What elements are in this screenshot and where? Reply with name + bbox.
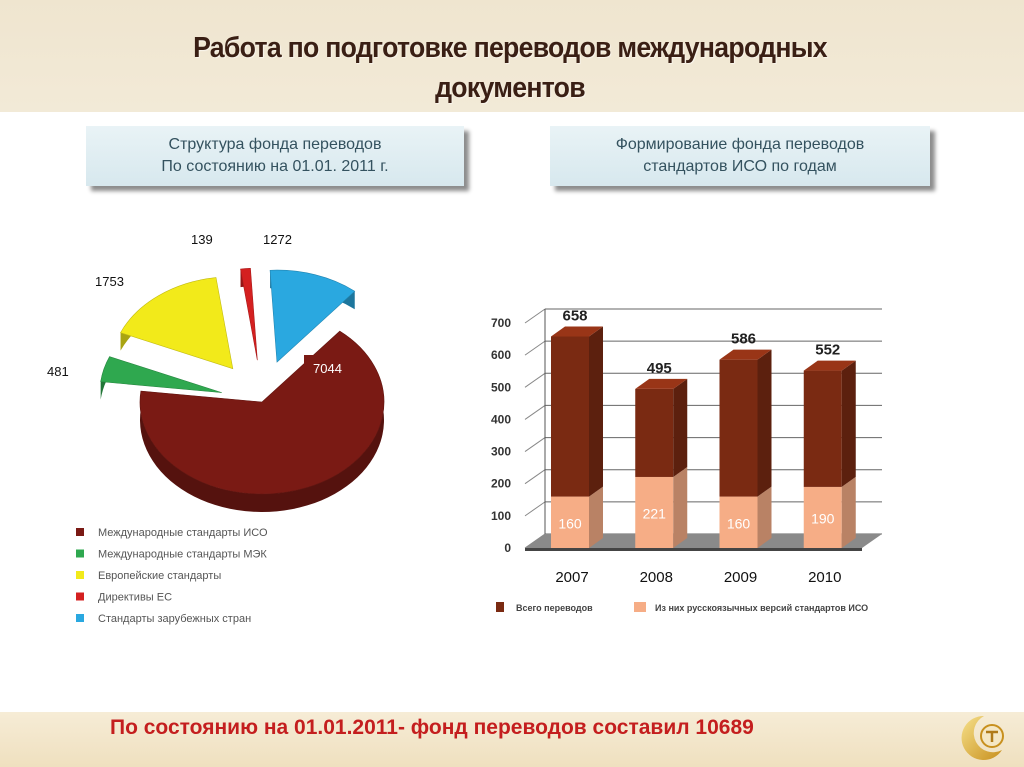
x-tick-label: 2008 [640,569,673,586]
legend-swatch [76,592,84,601]
legend-label: Директивы ЕС [98,592,172,604]
pie-value-label-box [86,268,148,294]
page-title: Работа по подготовке переводов междунаро… [193,32,828,104]
bar-russian-label: 160 [727,515,751,531]
pie-value-label: 481 [47,364,69,379]
y-tick-label: 600 [491,348,511,362]
pie-slice [100,356,222,393]
bar-total-side [673,378,688,477]
bar-total-label: 495 [647,360,672,377]
bar-legend: Всего переводов Из них русскоязычных верс… [496,602,868,613]
y-tick-label: 500 [491,380,511,394]
bar-total-side [841,360,856,487]
bar-total [551,336,589,497]
x-tick-label: 2010 [808,569,841,586]
pie-caption-box: Структура фонда переводов По состоянию н… [86,126,464,186]
legend-label: Международные стандарты МЭК [98,549,267,561]
legend-label: Всего переводов [516,603,593,613]
pie-slice [240,268,258,361]
footer-band [0,712,1024,767]
y-tick-label: 400 [491,412,511,426]
bar-total [635,388,674,477]
bar-russian [803,486,842,548]
legend-label: Стандарты зарубежных стран [98,613,251,625]
bar-russian-label: 221 [643,505,667,521]
bar-total [803,370,842,487]
legend-swatch [496,602,504,612]
y-tick-label: 0 [504,541,511,555]
legend-label: Международные стандарты ИСО [98,527,268,539]
legend-swatch [76,549,84,558]
chart-floor [525,534,882,548]
pie-value-label: 1753 [95,274,124,289]
bar-chart: 0 100 200 300 400 500 600 700 658 160 495 221 586 160… [491,308,888,590]
bar-top [803,360,856,371]
x-label-strip [530,562,888,590]
bar-caption-line2: стандартов ИСО по годам [643,158,837,175]
bar-russian-side [673,466,688,548]
pie-value-label: 1272 [263,232,292,247]
pie-value-label-box [38,358,100,384]
chart-floor-edge [525,548,862,551]
bar-russian [719,496,758,548]
grid-line [524,501,546,517]
y-tick-label: 700 [491,316,511,330]
bar-total-label: 658 [562,308,587,325]
grid-line [524,308,546,324]
pie-value-label-box [254,226,320,252]
bar-russian-label: 190 [811,510,835,526]
pie-chart: 7044 481 1753 139 1272 [38,226,385,513]
bar-total-side [757,349,772,497]
pie-slice [120,277,234,370]
bar-russian-side [841,476,856,548]
pie-value-label: 7044 [313,361,342,376]
legend-label: Европейские стандарты [98,570,221,582]
logo-icon [961,715,1004,760]
bar-caption-box: Формирование фонда переводов стандартов … [550,126,930,186]
legend-swatch [76,528,84,536]
legend-swatch [76,571,84,579]
pie-slice [269,269,356,363]
legend-swatch [76,614,84,622]
bar-total-side [589,326,603,497]
x-tick-label: 2007 [555,569,588,586]
y-tick-label: 100 [491,509,511,523]
legend-swatch [634,602,646,612]
bar-top [551,326,603,337]
pie-legend: Международные стандарты ИСО Международные… [76,527,268,625]
pie-caption-line1: Структура фонда переводов [168,136,382,153]
bar-total-label: 586 [731,331,756,348]
bar-russian [635,476,674,548]
grid-line [524,372,546,388]
legend-label: Из них русскоязычных версий стандартов И… [655,603,868,613]
bar-russian-side [589,486,603,548]
bar-top [719,349,772,360]
bar-total [719,359,758,497]
grid-line [524,340,546,356]
pie-caption-line2: По состоянию на 01.01. 2011 г. [161,158,389,175]
grid-line [524,437,546,452]
y-tick-label: 200 [491,477,511,491]
bar-russian [551,496,589,548]
grid-line [524,469,546,485]
y-tick-label: 300 [491,445,511,459]
bar-russian-label: 160 [558,515,582,531]
footer-summary: По состоянию на 01.01.2011- фонд перевод… [110,716,754,739]
x-tick-label: 2009 [724,569,757,586]
pie-value-label: 139 [191,232,213,247]
pie-value-label-box [304,355,366,381]
bar-total-label: 552 [815,342,840,359]
bar-top [635,378,688,389]
pie-value-label-box [182,226,242,252]
bar-caption-line1: Формирование фонда переводов [615,136,865,153]
bar-russian-side [757,486,772,548]
grid-line [524,405,546,420]
